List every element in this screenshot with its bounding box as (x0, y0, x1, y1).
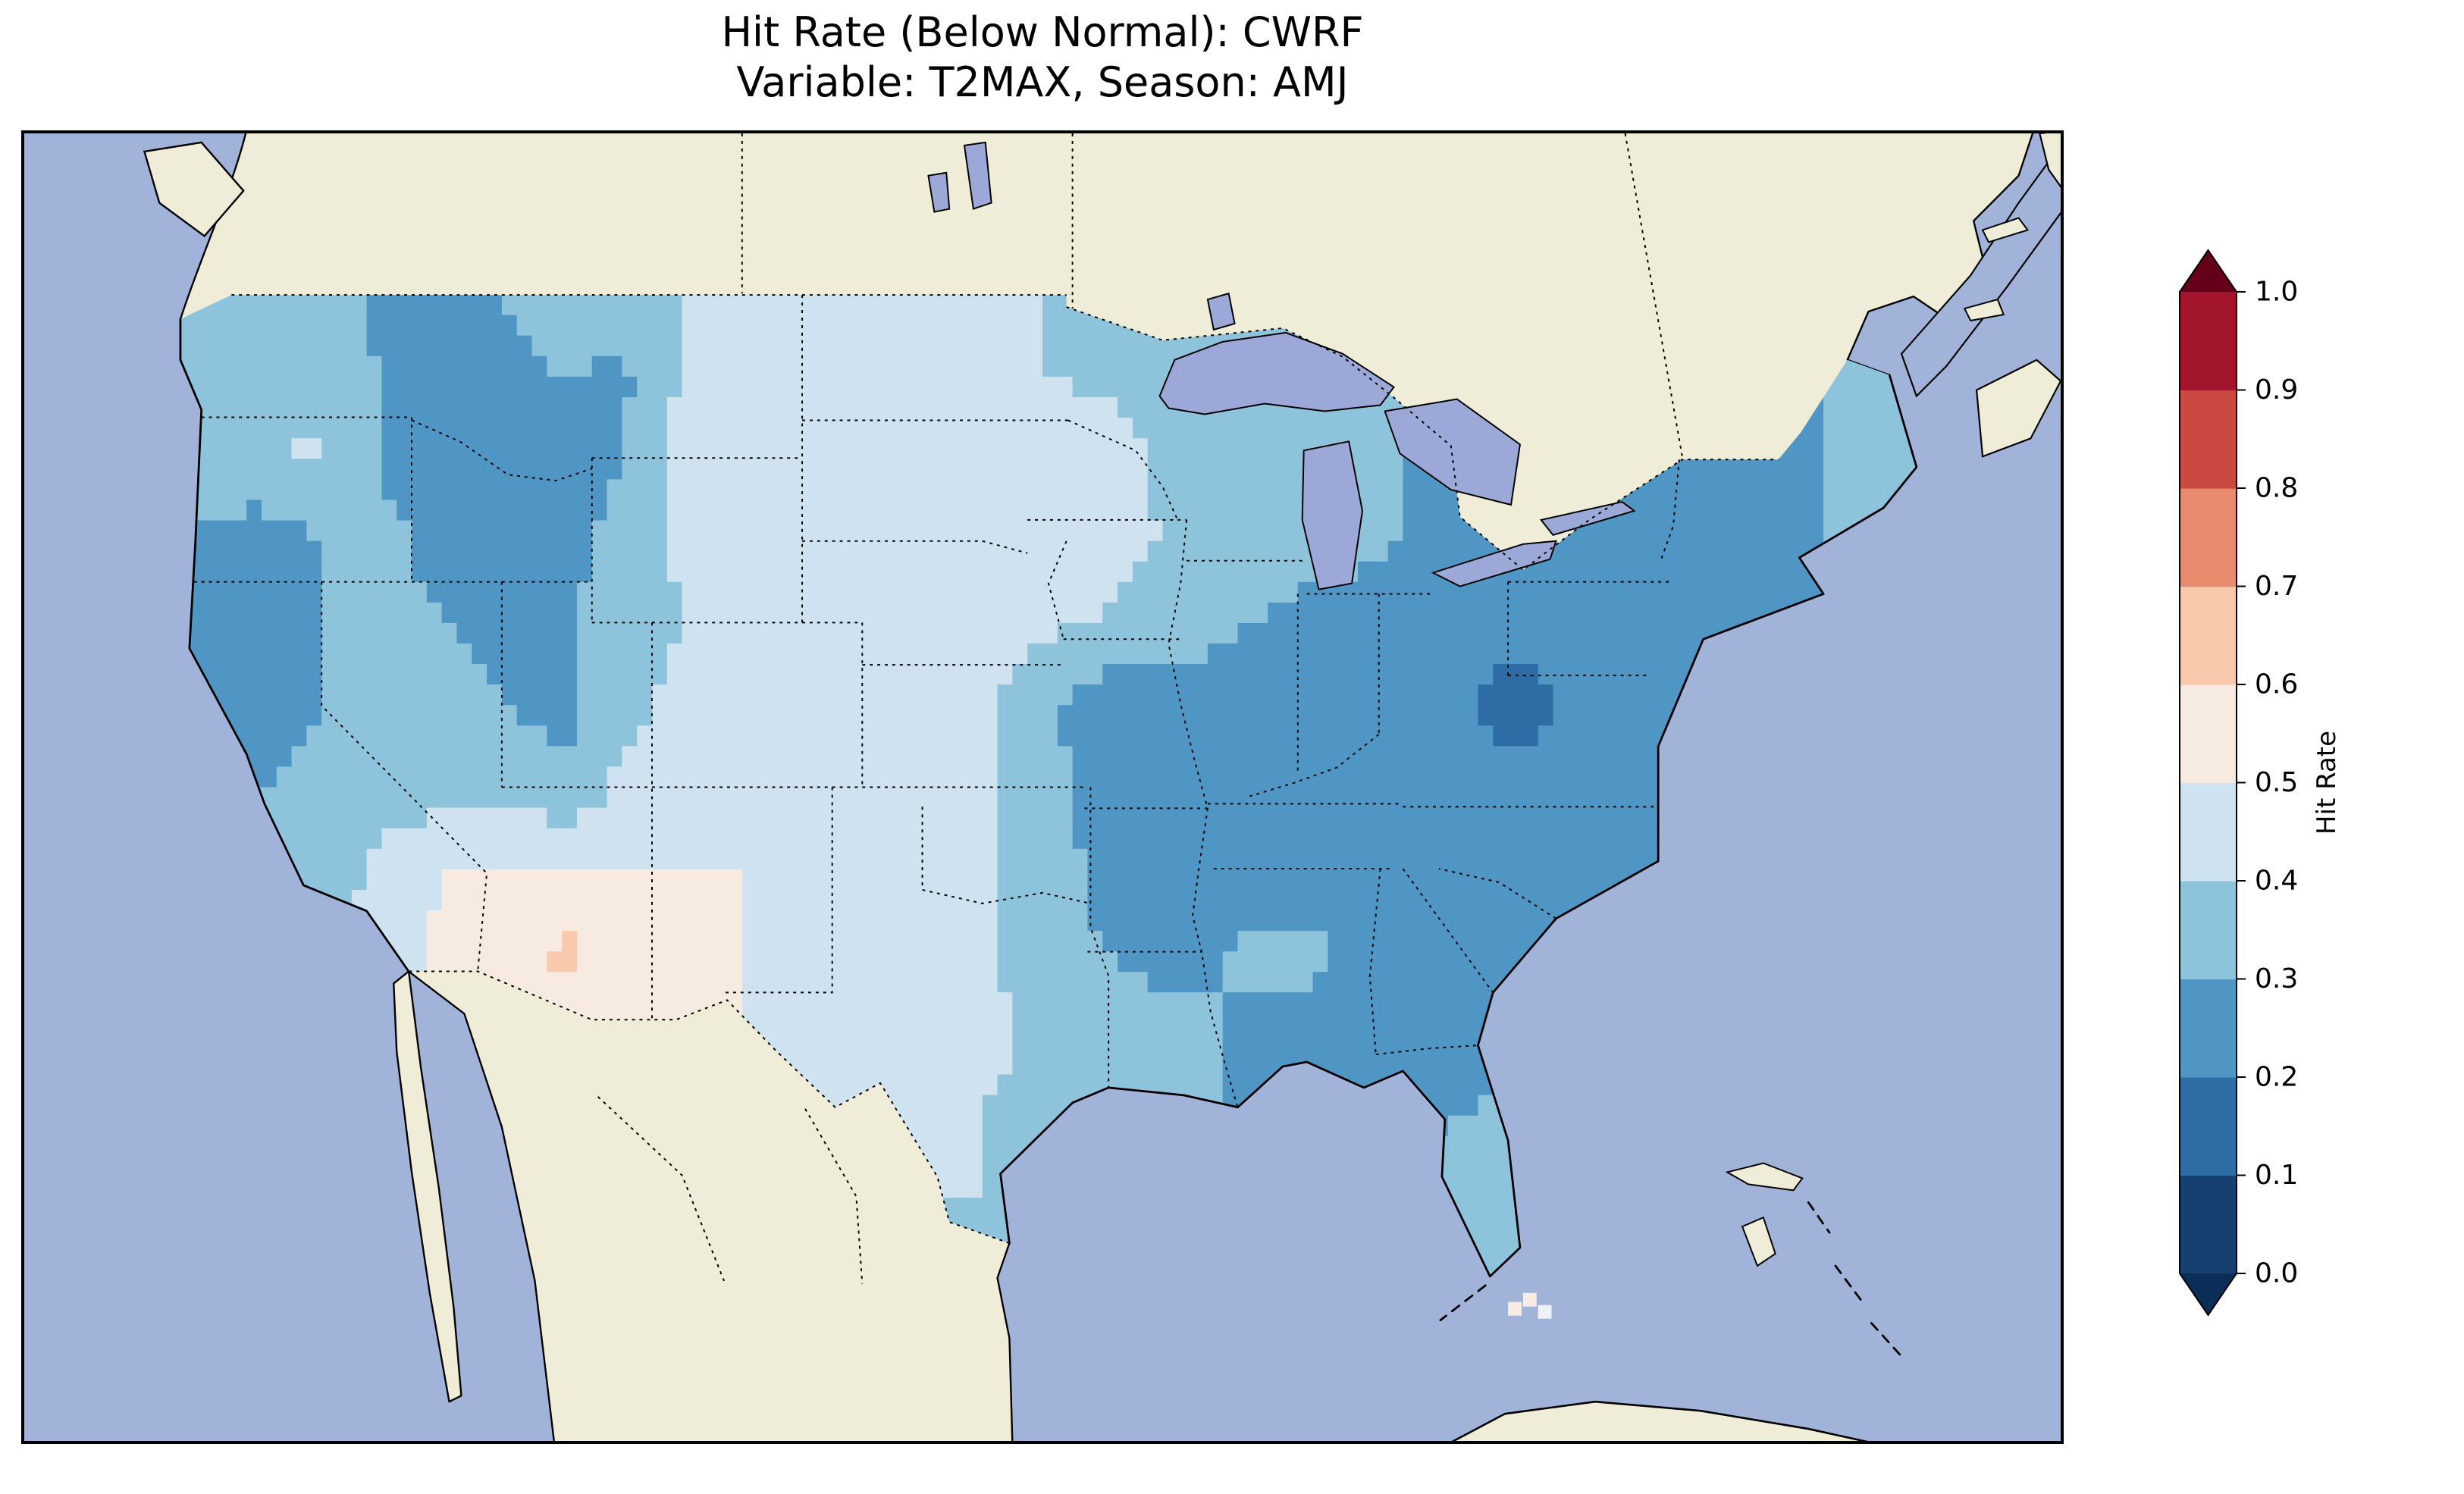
andros-island (1741, 1216, 1776, 1267)
country-borders (231, 133, 1779, 1284)
colorbar-tick-label: 0.5 (2255, 767, 2298, 798)
colorbar-tick-label: 0.6 (2255, 669, 2298, 700)
plot-title: Hit Rate (Below Normal): CWRF Variable: … (21, 8, 2064, 108)
colorbar-bin (2180, 1077, 2237, 1176)
pacific-coastline (179, 318, 410, 973)
colorbar-tick-label: 0.7 (2255, 571, 2298, 602)
colorbar-tick-label: 0.2 (2255, 1062, 2298, 1093)
colorbar-bin (2180, 979, 2237, 1078)
colorbar-under-arrow (2180, 1273, 2237, 1315)
lake-ontario (1539, 500, 1636, 536)
baja-california (393, 970, 462, 1403)
lake-manitoba (927, 171, 951, 213)
colorbar-tick-label: 0.9 (2255, 374, 2298, 406)
colorbar-bin (2180, 684, 2237, 784)
colorbar-bin (2180, 390, 2237, 489)
anticosti-island (1981, 217, 2030, 243)
plot-title-line-1: Hit Rate (Below Normal): CWRF (721, 8, 1364, 56)
caribbean-islands (1439, 1162, 1903, 1444)
grand-bahama (1725, 1162, 1804, 1192)
conus-hit-rate-map (21, 130, 2064, 1444)
colorbar-tick-label: 0.3 (2255, 963, 2298, 994)
nova-scotia (1975, 359, 2062, 458)
colorbar-bin (2180, 586, 2237, 685)
island-chains (1439, 1201, 1903, 1358)
vancouver-island (143, 141, 245, 238)
colorbar-bin (2180, 782, 2237, 882)
lake-erie (1431, 540, 1557, 587)
colorbar-tick-label: 0.0 (2255, 1258, 2298, 1289)
stray-grid-cells (1508, 1292, 1552, 1319)
coastline (179, 318, 1918, 1278)
colorbar-tick-label: 1.0 (2255, 277, 2298, 308)
lake-winnipeg (963, 141, 992, 210)
lake-michigan (1301, 440, 1363, 590)
st-lawrence-region (1900, 130, 2064, 458)
map-frame (21, 130, 2064, 1444)
colorbar-axis-label: Hit Rate (2312, 731, 2342, 835)
prince-edward-island (1963, 298, 2005, 322)
colorbar-tick-label: 0.1 (2255, 1160, 2298, 1191)
cuba (1447, 1400, 1878, 1444)
gulf-atlantic-coastline (999, 374, 1918, 1278)
colorbar-bin (2180, 292, 2237, 391)
lake-huron (1384, 398, 1521, 506)
lake-nipigon (1206, 292, 1236, 331)
colorbar-tick-label: 0.4 (2255, 866, 2298, 897)
colorbar: 0.0 0.1 0.2 0.3 0.4 0.5 0.6 0.7 0.8 0.9 1.0 Hit Rat… (2179, 249, 2342, 1317)
colorbar-bin (2180, 488, 2237, 587)
colorbar-bin (2180, 881, 2237, 980)
colorbar-bin (2180, 1175, 2237, 1274)
state-borders (193, 295, 1680, 1108)
colorbar-tick-label: 0.8 (2255, 473, 2298, 504)
colorbar-over-arrow (2180, 250, 2237, 292)
plot-title-line-2: Variable: T2MAX, Season: AMJ (736, 58, 1349, 106)
